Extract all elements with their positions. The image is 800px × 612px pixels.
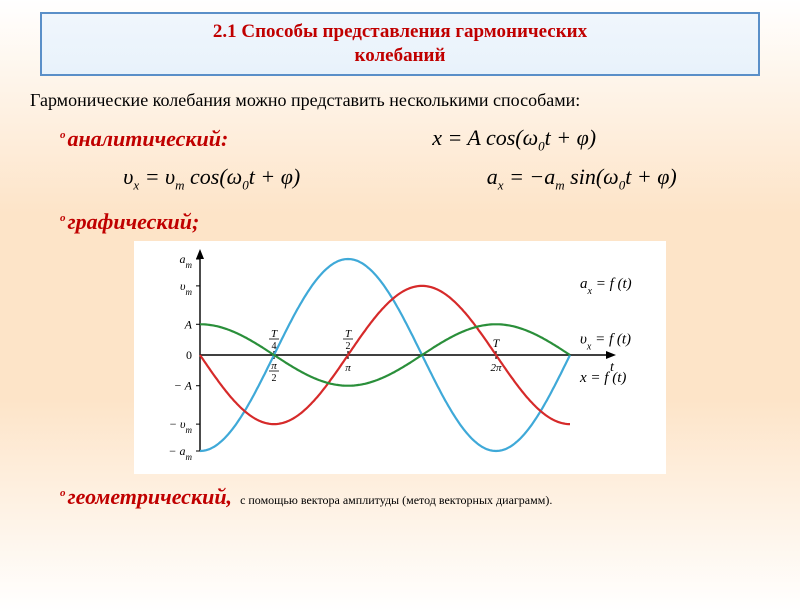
chart-box: amυmA0− A− υm− amT4π2T2πT2πtax = f (t)υx… [134, 241, 666, 474]
svg-text:π: π [271, 360, 277, 372]
formula-row-2: υx = υm cos(ω0t + φ) ax = −am sin(ω0t + … [30, 164, 770, 193]
svg-text:− am: − am [168, 444, 192, 462]
svg-text:T: T [271, 328, 278, 340]
title-line-1: 2.1 Способы представления гармонических [213, 21, 587, 42]
chart-container: amυmA0− A− υm− amT4π2T2πT2πtax = f (t)υx… [0, 241, 800, 474]
svg-text:υm: υm [180, 279, 193, 297]
intro-text: Гармонические колебания можно представит… [30, 90, 770, 111]
svg-text:x = f (t): x = f (t) [579, 370, 626, 386]
svg-text:T: T [345, 328, 352, 340]
svg-text:− A: − A [174, 379, 193, 393]
title-line-2: колебаний [355, 45, 446, 66]
bullet-icon: o [60, 487, 66, 499]
graphical-label: oграфический; [60, 209, 199, 235]
svg-text:am: am [180, 252, 193, 270]
analytical-label: oаналитический: [60, 126, 228, 152]
geometric-row: oгеометрический, с помощью вектора ампли… [60, 484, 800, 510]
analytical-row: oаналитический: x = A cos(ω0t + φ) [0, 125, 800, 154]
bullet-icon: o [60, 212, 66, 224]
formula-x: x = A cos(ω0t + φ) [432, 125, 596, 150]
svg-text:υx = f (t): υx = f (t) [580, 332, 631, 353]
svg-text:− υm: − υm [169, 417, 193, 435]
svg-text:π: π [345, 362, 351, 374]
svg-text:ax = f (t): ax = f (t) [580, 276, 632, 297]
svg-text:T: T [493, 336, 501, 350]
geometric-label: oгеометрический, [60, 484, 232, 510]
svg-text:2: 2 [272, 373, 277, 384]
svg-text:0: 0 [186, 348, 192, 362]
geometric-note: с помощью вектора амплитуды (метод векто… [240, 493, 552, 508]
section-title: 2.1 Способы представления гармонических … [52, 20, 748, 68]
formula-a: ax = −am sin(ω0t + φ) [487, 164, 677, 193]
bullet-icon: o [60, 129, 66, 141]
svg-text:2: 2 [346, 341, 351, 352]
formula-v: υx = υm cos(ω0t + φ) [123, 164, 300, 193]
svg-text:A: A [184, 318, 193, 332]
svg-text:2π: 2π [490, 362, 502, 374]
section-header: 2.1 Способы представления гармонических … [40, 12, 760, 76]
harmonics-chart: amυmA0− A− υm− amT4π2T2πT2πtax = f (t)υx… [140, 245, 660, 465]
graphical-row: oграфический; [0, 209, 800, 235]
